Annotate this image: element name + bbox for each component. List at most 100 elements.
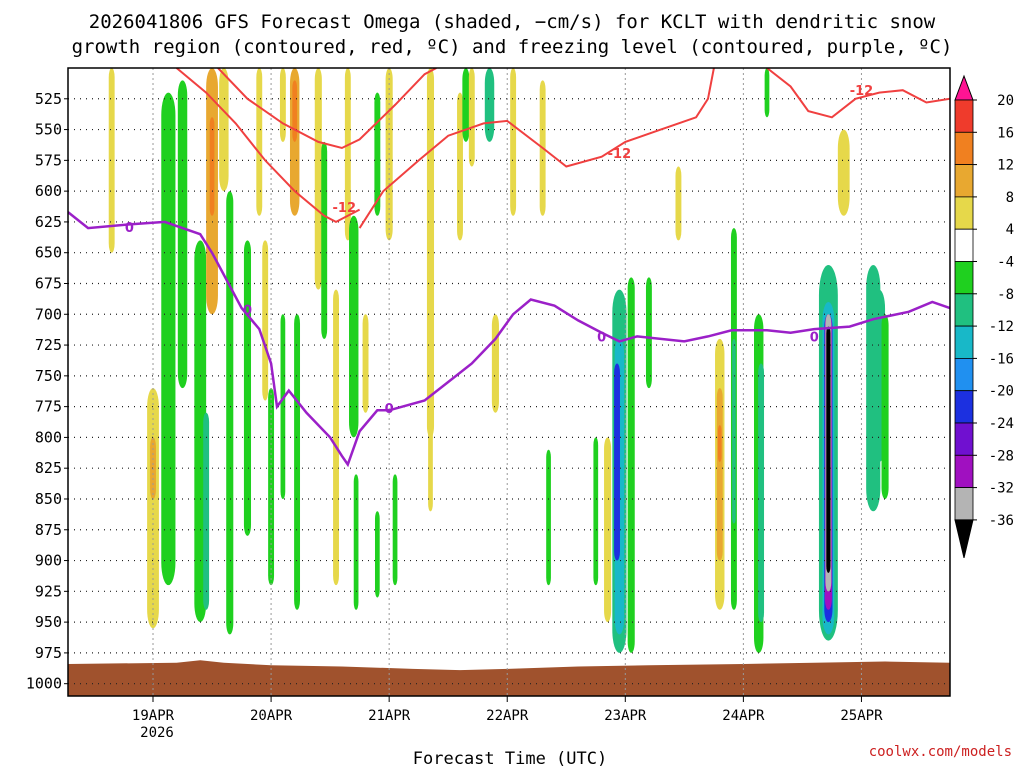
colorbar-label: -24 (989, 416, 1014, 432)
omega-blob (826, 326, 831, 573)
colorbar-segment (954, 99, 974, 133)
freezing-level-label: 0 (385, 402, 394, 417)
omega-blob (262, 240, 269, 401)
omega-blob (837, 129, 850, 216)
omega-blob (510, 68, 517, 216)
y-tick-label: 675 (35, 274, 62, 292)
colorbar-label: 8 (1006, 190, 1014, 206)
y-tick-label: 525 (35, 90, 62, 108)
y-tick-label: 775 (35, 398, 62, 416)
omega-blob (428, 412, 433, 512)
omega-blob (256, 68, 263, 216)
omega-blob (675, 166, 682, 241)
omega-blob (758, 363, 765, 623)
colorbar-segment (954, 131, 974, 166)
omega-blob (362, 314, 369, 413)
omega-blob (604, 437, 612, 623)
omega-blob (177, 80, 188, 389)
x-tick-label: 20APR (250, 708, 293, 724)
omega-blob (462, 68, 470, 142)
omega-blob (280, 314, 286, 499)
colorbar-label: 20 (997, 93, 1014, 109)
omega-blob (392, 474, 398, 586)
x-tick-label: 23APR (604, 708, 647, 724)
omega-shading-layer (108, 68, 889, 653)
dgz-contour-line (217, 68, 437, 150)
colorbar-label: -8 (997, 287, 1014, 303)
dgz-contour-line (766, 68, 950, 119)
colorbar-segment (954, 325, 974, 359)
omega-blob (627, 277, 635, 653)
omega-blob (353, 474, 359, 610)
omega-blob (764, 68, 770, 118)
colorbar-segment (954, 228, 974, 262)
omega-blob (645, 277, 652, 389)
colorbar-label: -16 (989, 351, 1014, 367)
colorbar-segment (954, 261, 974, 295)
colorbar-label: -32 (989, 481, 1014, 497)
omega-blob (457, 92, 463, 241)
omega-blob (491, 314, 499, 413)
colorbar-segment (954, 422, 974, 456)
freezing-level-line (68, 211, 950, 468)
omega-blob (349, 215, 359, 438)
omega-blob (717, 425, 722, 463)
omega-blob (279, 68, 286, 142)
omega-blob (292, 80, 298, 142)
colorbar-segment (954, 293, 974, 327)
colorbar-label: -28 (989, 448, 1014, 464)
y-tick-label: 975 (35, 644, 62, 662)
terrain-layer (68, 660, 950, 696)
omega-blob (321, 141, 328, 339)
omega-blob (209, 117, 215, 216)
terrain-band (68, 660, 950, 696)
colorbar-bottom-arrow (954, 519, 974, 559)
colorbar-segment (954, 357, 974, 392)
freezing-level-layer: 0 0 0 0 0 (68, 211, 950, 468)
y-tick-label: 650 (35, 244, 62, 262)
colorbar-label: -36 (989, 513, 1014, 529)
omega-blob (219, 68, 229, 192)
title-line-1: 2026041806 GFS Forecast Omega (shaded, −… (89, 11, 936, 33)
colorbar-label: 4 (1006, 222, 1014, 238)
omega-blob (732, 338, 736, 524)
y-tick-label: 625 (35, 213, 62, 231)
y-tick-label: 600 (35, 182, 62, 200)
y-tick-label: 800 (35, 428, 62, 446)
omega-blob (374, 511, 380, 598)
title-line-2: growth region (contoured, red, ºC) and f… (72, 36, 953, 58)
y-tick-label: 950 (35, 613, 62, 631)
omega-blob (226, 191, 234, 635)
omega-blob (333, 289, 339, 586)
colorbar-label: -20 (989, 384, 1014, 400)
colorbar-segment (954, 164, 974, 198)
y-tick-label: 550 (35, 121, 62, 139)
y-tick-label: 700 (35, 305, 62, 323)
colorbar-segment (954, 487, 974, 521)
colorbar-segment (954, 390, 974, 424)
colorbar-top-arrow (954, 74, 974, 101)
omega-blob (546, 449, 551, 586)
y-tick-label: 875 (35, 521, 62, 539)
dgz-contour-label: -12 (850, 84, 874, 99)
watermark: coolwx.com/models (869, 744, 1012, 760)
y-tick-label: 1000 (26, 675, 62, 693)
omega-blob (344, 68, 351, 241)
y-tick-label: 575 (35, 151, 62, 169)
omega-blob (614, 363, 620, 561)
y-tick-label: 825 (35, 459, 62, 477)
x-tick-label: 22APR (486, 708, 529, 724)
y-tick-label: 750 (35, 367, 62, 385)
x-tick-label: 24APR (722, 708, 765, 724)
omega-blob (314, 68, 322, 290)
omega-blob (243, 240, 252, 536)
y-tick-label: 850 (35, 490, 62, 508)
x-year-label: 2026 (140, 725, 174, 741)
freezing-level-label: 0 (125, 221, 134, 236)
x-axis-title: Forecast Time (UTC) (413, 749, 607, 768)
x-tick-label: 25APR (840, 708, 883, 724)
axes-layer: 525 550 575 600 625 650 675 700 725 750 775 800 825 8… (26, 90, 883, 724)
omega-blob (881, 314, 889, 499)
omega-blob (268, 388, 275, 586)
